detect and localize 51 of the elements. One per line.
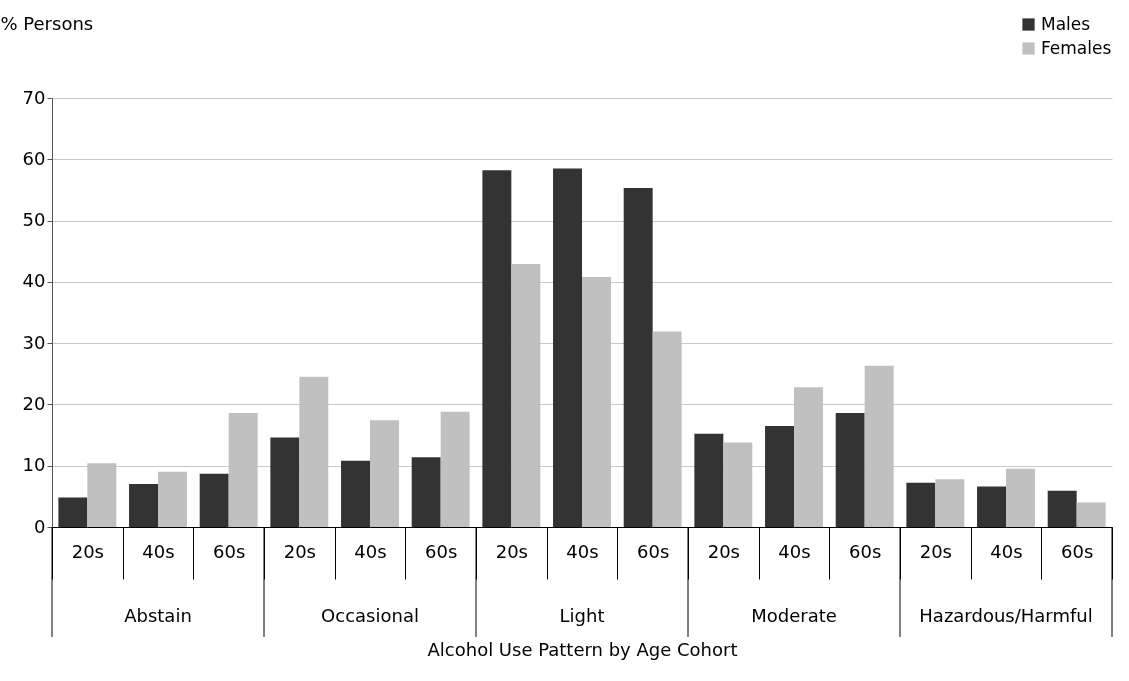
y-tick-label: 60 [22,147,46,169]
x-tick-label: 40s [142,540,175,562]
text: Hazardous/Harmful [919,605,1093,626]
bar [270,437,300,527]
bar [623,188,653,527]
bar [199,473,229,527]
y-tick-label: 10 [22,454,46,476]
bar [835,413,865,527]
x-tick-label: 20s [495,540,528,562]
bar [553,168,582,527]
bar [482,170,512,527]
bar [694,433,724,527]
y-tick-label: 0 [34,515,46,537]
text: Abstain [124,605,192,626]
bar [977,486,1006,527]
x-tick-label: 40s [354,540,387,562]
x-tick-label: 40s [566,540,599,562]
text: Moderate [751,605,837,626]
bar [765,425,794,527]
x-tick-label: 60s [1061,540,1094,562]
legend-label: Females [1041,37,1112,58]
x-tick-label: 20s [283,540,316,562]
bar [129,484,158,527]
y-tick-label: 20 [22,392,46,414]
x-tick-label: 20s [919,540,952,562]
bar [58,497,88,527]
x-tick-label: 60s [849,540,882,562]
bar [158,471,187,527]
x-tick-label: 20s [707,540,740,562]
x-tick-label: 60s [637,540,670,562]
bar [1047,490,1077,527]
y-tick-label: 70 [22,86,46,108]
x-tick-label: 20s [71,540,104,562]
text: Occasional [321,605,419,626]
x-tick-label: 60s [213,540,246,562]
x-tick-label: 40s [990,540,1023,562]
legend-label: Males [1041,13,1091,34]
bar [341,460,370,527]
y-tick-label: 40 [22,270,46,292]
x-tick-label: 40s [778,540,811,562]
bar [411,457,441,527]
bar [906,482,936,527]
bar [1076,502,1106,527]
y-axis-title: % Persons [0,12,94,34]
bar [1006,468,1035,527]
x-axis-title: Alcohol Use Pattern by Age Cohort [427,639,738,660]
text: Light [559,605,605,626]
y-tick-label: 50 [22,209,46,231]
x-tick-label: 60s [425,540,458,562]
bar [935,479,965,527]
y-tick-label: 30 [22,331,46,353]
